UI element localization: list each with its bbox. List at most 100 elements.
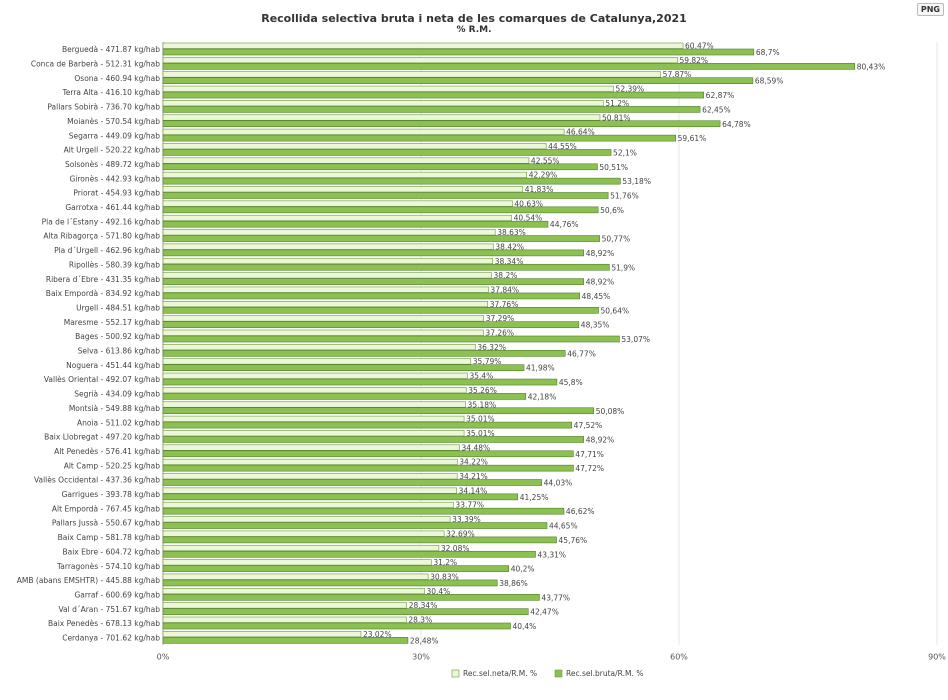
category-label: Alt Camp - 520.25 kg/hab xyxy=(64,461,161,470)
category-label: Noguera - 451.44 kg/hab xyxy=(66,361,160,370)
bar-bruta xyxy=(162,106,701,113)
data-label-neta: 32,08% xyxy=(441,544,470,553)
bar-bruta xyxy=(162,134,676,142)
bar-bruta xyxy=(162,350,566,357)
data-label-bruta: 50,6% xyxy=(600,206,624,215)
bar-bruta xyxy=(162,450,574,458)
category-label: Vallès Occidental - 437.36 kg/hab xyxy=(34,476,160,485)
data-label-neta: 42,29% xyxy=(529,171,558,180)
bar-bruta xyxy=(162,507,565,515)
bar-neta xyxy=(162,71,661,78)
data-label-neta: 50,81% xyxy=(602,113,631,122)
bar-neta xyxy=(162,372,468,379)
data-label-bruta: 52,1% xyxy=(613,148,637,157)
bar-bruta xyxy=(162,263,610,271)
bar-neta xyxy=(162,444,460,451)
category-label: Pallars Sobirà - 736.70 kg/hab xyxy=(47,103,160,112)
x-tick-label: 60% xyxy=(670,653,688,662)
bar-bruta xyxy=(162,608,529,615)
data-label-neta: 38,2% xyxy=(494,271,518,280)
data-label-bruta: 68,7% xyxy=(756,48,780,57)
bar-bruta xyxy=(162,77,754,84)
data-label-bruta: 41,25% xyxy=(520,493,549,502)
data-label-bruta: 48,45% xyxy=(582,292,611,301)
bar-neta xyxy=(162,344,476,351)
data-label-neta: 34,48% xyxy=(462,443,491,452)
data-label-neta: 28,34% xyxy=(409,601,438,610)
category-label: Tarragonès - 574.10 kg/hab xyxy=(56,562,160,571)
bar-neta xyxy=(162,157,530,164)
bar-neta xyxy=(162,358,472,365)
bar-bruta xyxy=(162,593,540,601)
category-label: Segrià - 434.09 kg/hab xyxy=(74,390,160,399)
data-label-bruta: 62,87% xyxy=(706,91,735,100)
data-label-bruta: 41,98% xyxy=(526,364,555,373)
bar-neta xyxy=(162,458,458,465)
bar-neta xyxy=(162,85,614,92)
legend-label: Rec.sel.neta/R.M. % xyxy=(463,669,537,678)
data-label-bruta: 80,43% xyxy=(857,62,886,71)
bar-bruta xyxy=(162,192,609,199)
data-label-bruta: 50,77% xyxy=(602,235,631,244)
data-label-bruta: 50,64% xyxy=(601,306,630,315)
category-label: Pla de l´Estany - 492.16 kg/hab xyxy=(42,217,161,226)
data-label-neta: 38,34% xyxy=(495,257,524,266)
bar-neta xyxy=(162,573,429,580)
data-label-neta: 59,82% xyxy=(679,56,708,65)
category-label: Baix Empordà - 834.92 kg/hab xyxy=(46,289,160,298)
category-label: Baix Llobregat - 497.20 kg/hab xyxy=(44,433,160,442)
bar-bruta xyxy=(162,364,525,372)
data-label-neta: 40,63% xyxy=(514,199,543,208)
bar-bruta xyxy=(162,63,855,70)
category-label: Garrotxa - 461.44 kg/hab xyxy=(65,203,160,212)
category-label: Ripollès - 580.39 kg/hab xyxy=(69,260,160,269)
bar-neta xyxy=(162,286,489,293)
data-label-neta: 30,83% xyxy=(430,572,459,581)
png-export-button[interactable]: PNG xyxy=(916,3,944,16)
category-label: Osona - 460.94 kg/hab xyxy=(74,74,160,83)
legend-label: Rec.sel.bruta/R.M. % xyxy=(566,669,643,678)
bar-bruta xyxy=(162,479,542,486)
category-label: Segarra - 449.09 kg/hab xyxy=(69,131,160,140)
bar-neta xyxy=(162,401,466,408)
category-label: Val d´Aran - 751.67 kg/hab xyxy=(58,605,160,614)
chart-subtitle: % R.M. xyxy=(456,25,492,35)
data-label-bruta: 42,18% xyxy=(528,392,557,401)
category-label: Ribera d´Ebre - 431.35 kg/hab xyxy=(46,275,160,284)
data-label-neta: 38,63% xyxy=(497,228,526,237)
bar-bruta xyxy=(162,48,755,56)
bar-neta xyxy=(162,57,678,64)
bar-bruta xyxy=(162,622,511,630)
bar-neta xyxy=(162,559,432,566)
data-label-neta: 51,2% xyxy=(605,99,629,108)
data-label-neta: 35,01% xyxy=(466,415,495,424)
bar-bruta xyxy=(162,536,557,544)
data-label-bruta: 38,86% xyxy=(499,579,528,588)
bar-bruta xyxy=(162,436,585,443)
data-label-bruta: 47,52% xyxy=(574,421,603,430)
bar-bruta xyxy=(162,378,558,386)
data-label-bruta: 48,92% xyxy=(586,435,615,444)
bar-neta xyxy=(162,243,494,250)
data-label-neta: 28,3% xyxy=(408,616,432,625)
category-label: Cerdanya - 701.62 kg/hab xyxy=(62,634,160,643)
bar-bruta xyxy=(162,163,598,171)
data-label-neta: 37,29% xyxy=(486,314,515,323)
bar-neta xyxy=(162,114,601,121)
bar-neta xyxy=(162,42,684,49)
data-label-bruta: 59,61% xyxy=(678,134,707,143)
data-label-bruta: 51,76% xyxy=(610,192,639,201)
bar-neta xyxy=(162,473,458,480)
bar-neta xyxy=(162,487,457,494)
data-label-neta: 30,4% xyxy=(426,587,450,596)
data-label-bruta: 50,51% xyxy=(599,163,628,172)
bar-neta xyxy=(162,501,454,509)
bar-bruta xyxy=(162,464,574,472)
bar-neta xyxy=(162,100,604,107)
bar-neta xyxy=(162,329,484,336)
category-label: Conca de Barberà - 512.31 kg/hab xyxy=(31,60,160,69)
data-label-neta: 34,14% xyxy=(459,486,488,495)
data-label-bruta: 46,62% xyxy=(566,507,595,516)
bar-neta xyxy=(162,300,489,308)
data-label-bruta: 48,35% xyxy=(581,321,610,330)
